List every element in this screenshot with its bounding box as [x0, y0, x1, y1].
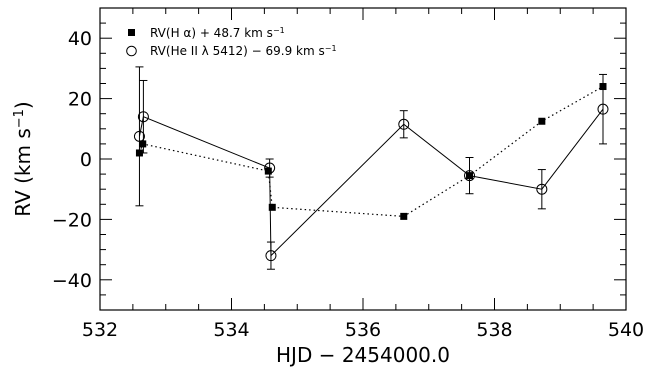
- legend-entry-halpha: RV(H α) + 48.7 km s−1: [150, 26, 285, 41]
- data-markers: [133, 83, 609, 262]
- x-tick-label: 536: [345, 319, 381, 341]
- data-point-circle: [536, 183, 548, 195]
- data-point-circle: [597, 103, 609, 115]
- legend-entry-halpha-main: RV(H α) + 48.7 km s: [150, 26, 273, 40]
- data-point-circle: [264, 162, 276, 174]
- data-point-square: [599, 83, 607, 91]
- data-point-square: [268, 203, 276, 211]
- y-axis-title-tail: ): [11, 101, 35, 109]
- axis-ticks: [99, 7, 627, 311]
- y-tick-label: 0: [80, 149, 92, 171]
- data-point-circle: [464, 170, 476, 182]
- x-tick-label: 532: [82, 319, 118, 341]
- data-point-square: [538, 117, 546, 125]
- data-point-square: [264, 167, 272, 175]
- x-axis-title: HJD − 2454000.0: [276, 343, 450, 367]
- legend: RV(H α) + 48.7 km s−1 RV(He II λ 5412) −…: [126, 26, 337, 59]
- data-point-circle: [137, 111, 149, 123]
- data-point-square: [139, 140, 147, 148]
- data-point-circle: [265, 250, 277, 262]
- y-tick-label: 20: [68, 89, 92, 111]
- data-point-square: [135, 149, 143, 157]
- y-tick-label: 40: [68, 28, 92, 50]
- y-axis-title: RV (km s−1): [11, 101, 35, 216]
- tick-labels: 532 534 536 538 540 −40 −20 0 20 40: [52, 28, 644, 341]
- data-point-circle: [398, 118, 410, 130]
- data-point-circle: [133, 130, 145, 142]
- series-line-0: [138, 85, 604, 217]
- series-lines: [138, 85, 604, 257]
- error-bars: [135, 66, 607, 270]
- legend-entry-heii-exponent: −1: [325, 44, 337, 53]
- legend-entry-halpha-exponent: −1: [273, 26, 285, 35]
- legend-entry-heii-main: RV(He II λ 5412) − 69.9 km s: [150, 44, 325, 58]
- y-tick-label: −40: [52, 270, 92, 292]
- x-tick-label: 534: [213, 319, 249, 341]
- x-tick-label: 540: [608, 319, 644, 341]
- data-point-square: [400, 212, 408, 220]
- y-axis-title-main: RV (km s: [11, 128, 35, 217]
- y-tick-label: −20: [52, 209, 92, 231]
- legend-marker-circle: [126, 45, 137, 57]
- series-line-1: [138, 108, 604, 257]
- legend-marker-square: [128, 29, 135, 36]
- data-point-square: [466, 172, 474, 180]
- y-axis-title-exponent: −1: [12, 109, 27, 128]
- x-tick-label: 538: [476, 319, 512, 341]
- legend-entry-heii: RV(He II λ 5412) − 69.9 km s−1: [150, 44, 337, 59]
